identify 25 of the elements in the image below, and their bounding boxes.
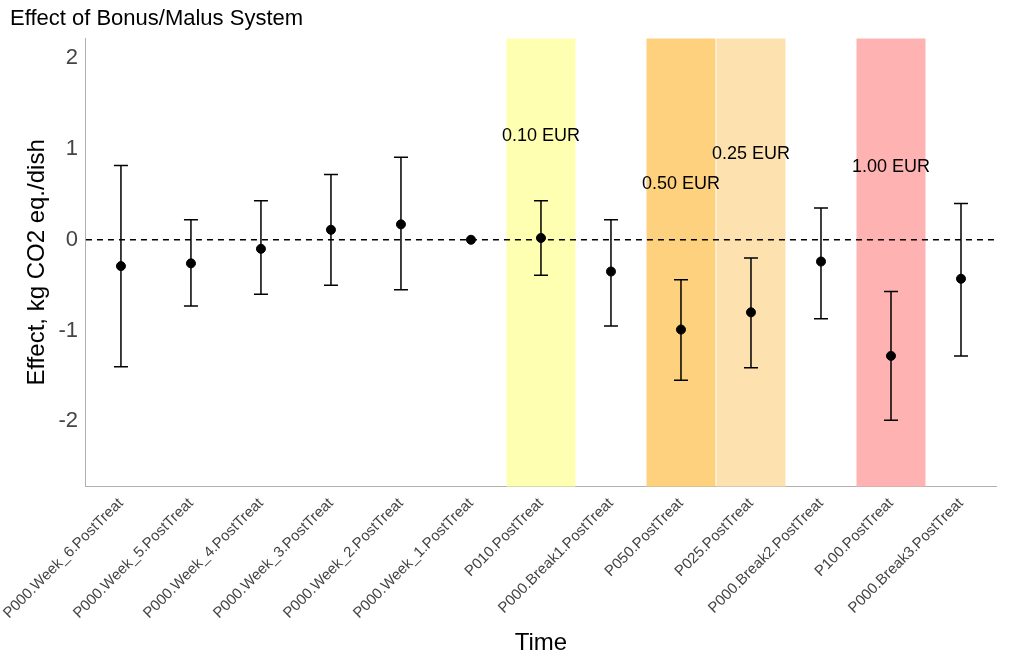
- band-label: 1.00 EUR: [851, 156, 931, 177]
- point: [185, 258, 196, 269]
- point: [745, 307, 756, 318]
- y-tick-label: 1: [65, 135, 78, 161]
- y-tick-label: -2: [58, 407, 78, 433]
- point: [885, 350, 896, 361]
- y-tick-label: 0: [65, 225, 78, 251]
- point: [956, 273, 966, 284]
- point: [395, 219, 406, 230]
- y-tick-label: 2: [65, 44, 78, 70]
- point: [605, 266, 616, 277]
- point: [115, 261, 126, 272]
- point: [815, 256, 826, 267]
- point: [535, 232, 546, 243]
- point: [255, 243, 266, 254]
- band-label: 0.25 EUR: [711, 143, 791, 164]
- y-tick-label: -1: [58, 316, 78, 342]
- chart-title: Effect of Bonus/Malus System: [10, 5, 304, 31]
- point: [465, 234, 476, 245]
- y-axis-title: Effect, kg CO2 eq./dish: [21, 139, 49, 386]
- band-label: 0.50 EUR: [641, 173, 720, 194]
- point: [325, 224, 336, 235]
- point: [675, 324, 686, 335]
- x-axis-title: Time: [514, 628, 568, 656]
- band-label: 0.10 EUR: [501, 125, 580, 146]
